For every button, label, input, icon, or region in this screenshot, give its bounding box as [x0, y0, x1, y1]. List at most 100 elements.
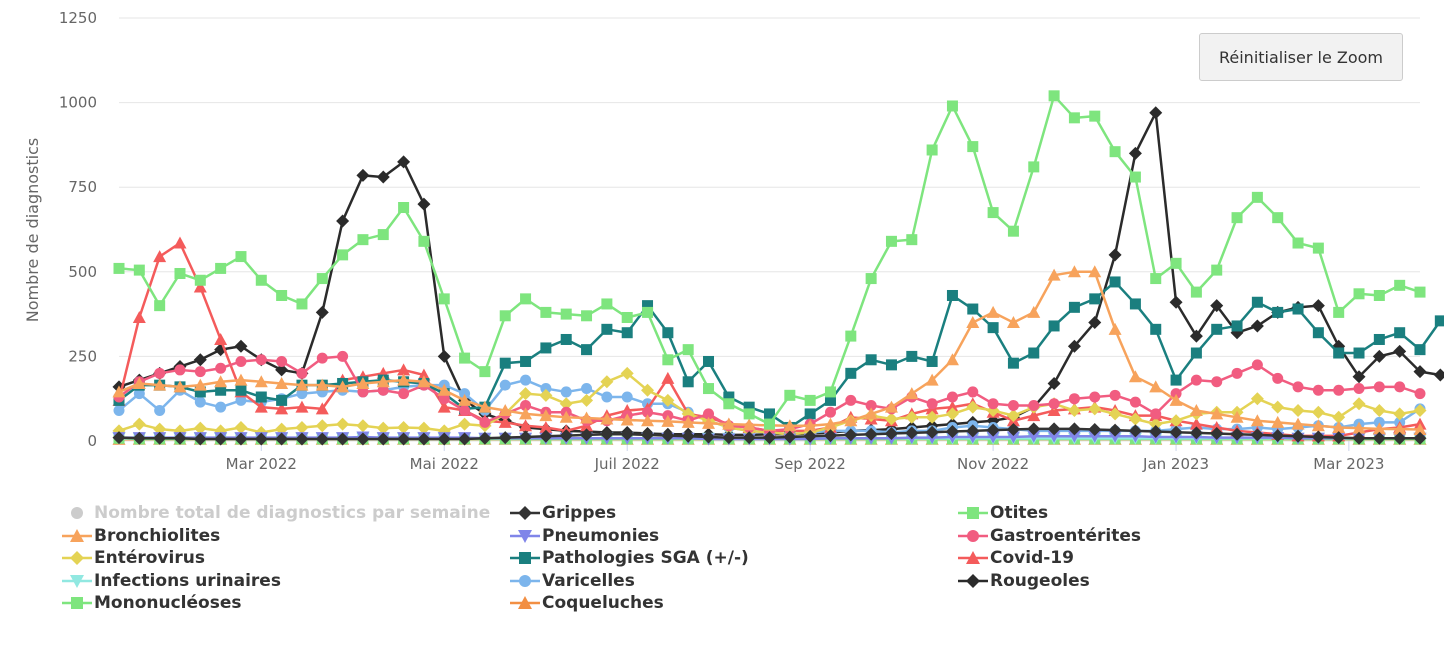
data-point[interactable]	[620, 427, 634, 441]
data-point[interactable]	[1251, 359, 1263, 371]
data-point[interactable]	[397, 432, 411, 446]
data-point[interactable]	[540, 383, 552, 395]
data-point[interactable]	[479, 366, 491, 378]
legend-item-covid-19[interactable]: Covid-19	[956, 547, 1074, 569]
data-point[interactable]	[1312, 327, 1324, 339]
data-point[interactable]	[1129, 396, 1141, 408]
data-point[interactable]	[398, 202, 410, 214]
data-point[interactable]	[356, 419, 370, 433]
data-point[interactable]	[1393, 431, 1407, 445]
data-point[interactable]	[417, 368, 431, 381]
data-point[interactable]	[1047, 422, 1061, 436]
data-point[interactable]	[803, 419, 817, 432]
data-point[interactable]	[1311, 419, 1325, 432]
data-point[interactable]	[315, 305, 329, 319]
data-point[interactable]	[194, 366, 206, 378]
data-point[interactable]	[1211, 323, 1223, 335]
data-point[interactable]	[1190, 286, 1202, 298]
data-point[interactable]	[499, 379, 511, 391]
data-point[interactable]	[1169, 414, 1183, 428]
data-point[interactable]	[254, 432, 268, 446]
data-point[interactable]	[824, 394, 836, 406]
data-point[interactable]	[540, 342, 552, 354]
data-point[interactable]	[1353, 383, 1365, 395]
data-point[interactable]	[1170, 388, 1182, 400]
data-point[interactable]	[336, 214, 350, 228]
data-point[interactable]	[1048, 398, 1060, 410]
data-point[interactable]	[194, 274, 206, 286]
data-point[interactable]	[1352, 431, 1366, 445]
data-point[interactable]	[377, 229, 389, 241]
data-point[interactable]	[1311, 430, 1325, 444]
data-point[interactable]	[1434, 315, 1444, 327]
data-point[interactable]	[1251, 296, 1263, 308]
legend-item-bronchiolites[interactable]: Bronchiolites	[60, 525, 220, 547]
data-point[interactable]	[642, 300, 654, 312]
data-point[interactable]	[336, 380, 350, 393]
data-point[interactable]	[133, 388, 145, 400]
data-point[interactable]	[296, 298, 308, 310]
data-point[interactable]	[1394, 327, 1406, 339]
data-point[interactable]	[520, 293, 532, 305]
data-point[interactable]	[1373, 333, 1385, 345]
data-point[interactable]	[1333, 347, 1345, 359]
data-point[interactable]	[1128, 370, 1142, 383]
data-point[interactable]	[1149, 380, 1163, 393]
data-point[interactable]	[1088, 265, 1102, 278]
data-point[interactable]	[1027, 430, 1041, 443]
data-point[interactable]	[193, 432, 207, 446]
data-point[interactable]	[1272, 306, 1284, 318]
legend-item-nombre-total-de-diagnostics-par-semaine[interactable]: Nombre total de diagnostics par semaine	[60, 502, 490, 524]
data-point[interactable]	[1068, 112, 1080, 124]
data-point[interactable]	[1007, 399, 1019, 411]
data-point[interactable]	[397, 420, 411, 434]
data-point[interactable]	[1108, 248, 1122, 262]
data-point[interactable]	[1027, 305, 1041, 318]
data-point[interactable]	[1292, 303, 1304, 315]
data-point[interactable]	[539, 409, 553, 422]
data-point[interactable]	[1189, 329, 1203, 343]
data-point[interactable]	[336, 417, 350, 431]
legend-item-rougeoles[interactable]: Rougeoles	[956, 570, 1090, 592]
data-point[interactable]	[479, 416, 491, 428]
data-point[interactable]	[295, 400, 309, 413]
data-point[interactable]	[1128, 424, 1142, 438]
data-point[interactable]	[763, 431, 776, 445]
data-point[interactable]	[1088, 422, 1102, 436]
legend-item-gastroent-rites[interactable]: Gastroentérites	[956, 525, 1141, 547]
data-point[interactable]	[458, 393, 472, 406]
data-point[interactable]	[1272, 212, 1284, 224]
data-point[interactable]	[132, 376, 146, 389]
data-point[interactable]	[987, 398, 999, 410]
data-point[interactable]	[661, 414, 675, 427]
data-point[interactable]	[1211, 264, 1223, 276]
data-point[interactable]	[1089, 110, 1101, 122]
data-point[interactable]	[1394, 279, 1406, 291]
data-point[interactable]	[703, 355, 715, 367]
data-point[interactable]	[1109, 146, 1121, 158]
data-point[interactable]	[154, 300, 166, 312]
data-point[interactable]	[1311, 299, 1325, 313]
data-point[interactable]	[459, 352, 471, 364]
data-point[interactable]	[1028, 399, 1040, 411]
data-point[interactable]	[316, 273, 328, 285]
data-point[interactable]	[193, 421, 207, 435]
data-point[interactable]	[356, 168, 370, 182]
data-point[interactable]	[682, 376, 694, 388]
data-point[interactable]	[1047, 430, 1061, 443]
data-point[interactable]	[539, 388, 553, 402]
data-point[interactable]	[722, 431, 736, 445]
data-point[interactable]	[417, 197, 431, 211]
data-point[interactable]	[1128, 146, 1142, 160]
data-point[interactable]	[1292, 381, 1304, 393]
data-point[interactable]	[254, 375, 268, 388]
data-point[interactable]	[1333, 384, 1345, 396]
data-point[interactable]	[234, 432, 248, 446]
legend-item-varicelles[interactable]: Varicelles	[508, 570, 635, 592]
data-point[interactable]	[214, 332, 228, 345]
data-point[interactable]	[459, 405, 471, 417]
data-point[interactable]	[1414, 388, 1426, 400]
data-point[interactable]	[357, 386, 369, 398]
data-point[interactable]	[275, 363, 289, 377]
data-point[interactable]	[703, 408, 715, 420]
